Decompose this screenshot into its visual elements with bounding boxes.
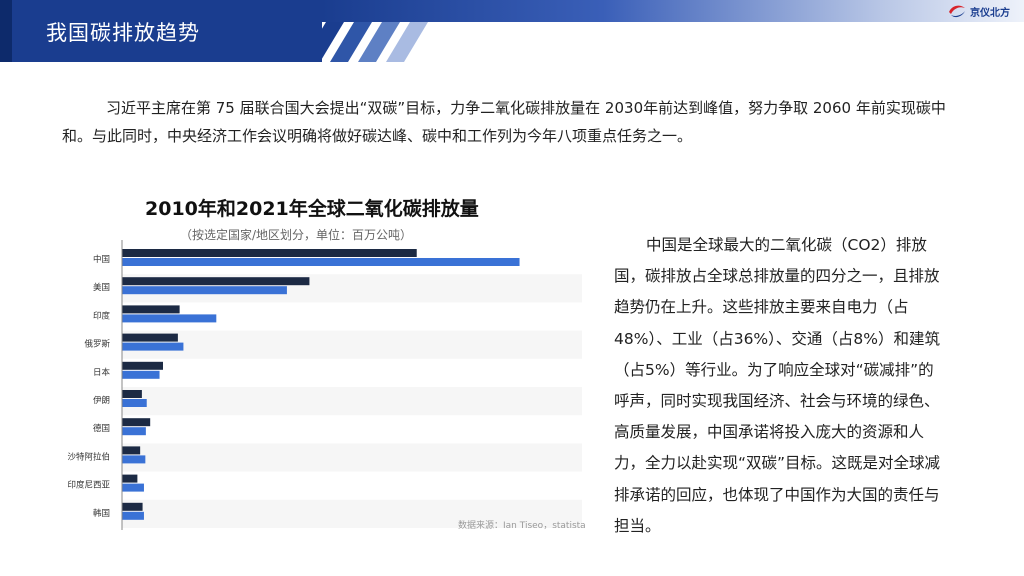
chart-source: 数据来源：Ian Tiseo，statista — [458, 521, 586, 531]
bar-series-2 — [122, 399, 147, 407]
bar-series-2 — [122, 370, 160, 379]
category-label: 日本 — [93, 367, 111, 378]
bar-series-1 — [122, 361, 163, 370]
bar-series-1 — [122, 249, 417, 257]
header-left-accent — [0, 0, 12, 62]
row-background — [122, 443, 582, 472]
bar-series-1 — [122, 446, 141, 455]
row-background — [122, 387, 582, 416]
row-background — [122, 330, 582, 359]
bar-series-2 — [122, 455, 146, 464]
intro-paragraph: 习近平主席在第 75 届联合国大会提出“双碳”目标，力争二氧化碳排放量在 203… — [62, 99, 946, 145]
brand-logo: 京仪北方 — [948, 2, 1010, 20]
bar-series-2 — [122, 427, 146, 436]
header-gradient-bar — [322, 0, 1024, 22]
bar-series-1 — [122, 277, 310, 286]
header-title-panel — [0, 0, 322, 62]
bar-series-2 — [122, 483, 144, 492]
bar-series-1 — [122, 333, 178, 342]
decorative-stripes — [302, 22, 428, 62]
bar-series-2 — [122, 342, 184, 351]
bar-series-1 — [122, 305, 180, 314]
category-label: 美国 — [93, 282, 110, 293]
bar-series-2 — [122, 286, 287, 295]
bar-series-1 — [122, 418, 151, 427]
category-label: 韩国 — [93, 508, 110, 519]
category-label: 俄罗斯 — [84, 339, 110, 350]
bar-series-2 — [122, 314, 217, 323]
category-label: 印度尼西亚 — [67, 480, 110, 491]
bar-series-1 — [122, 502, 143, 511]
bar-series-1 — [122, 390, 142, 398]
right-paragraph: 中国是全球最大的二氧化碳（CO2）排放国，碳排放占全球总排放量的四分之一，且排放… — [614, 236, 941, 535]
logo-icon — [949, 5, 965, 18]
bar-series-1 — [122, 474, 138, 483]
category-label: 伊朗 — [93, 395, 110, 406]
category-label: 中国 — [93, 254, 110, 265]
row-background — [122, 499, 582, 528]
category-label: 德国 — [93, 423, 110, 434]
logo-text: 京仪北方 — [970, 7, 1010, 19]
chart-title: 2010年和2021年全球二氧化碳排放量 — [145, 198, 479, 220]
category-label: 印度 — [93, 310, 111, 321]
bar-series-2 — [122, 258, 520, 266]
bar-series-2 — [122, 511, 144, 520]
category-label: 沙特阿拉伯 — [67, 451, 110, 462]
page-title: 我国碳排放趋势 — [46, 21, 200, 45]
chart-subtitle: （按选定国家/地区划分，单位：百万公吨） — [180, 228, 413, 242]
